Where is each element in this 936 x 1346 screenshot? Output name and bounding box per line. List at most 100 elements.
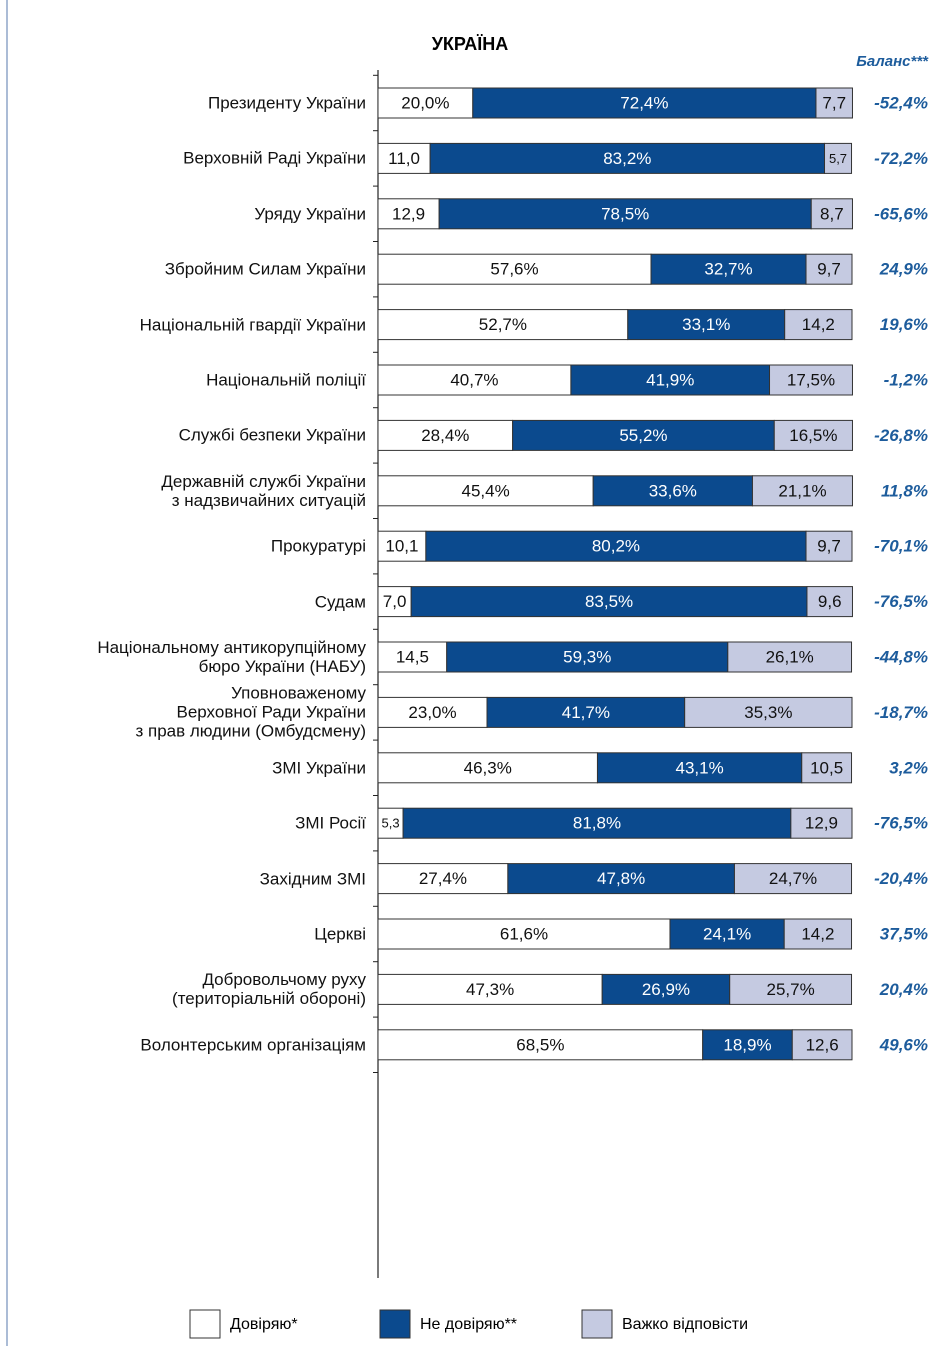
value-label: 25,7% — [767, 980, 815, 999]
balance-label: 11,8% — [881, 481, 928, 500]
balance-label: 49,6% — [879, 1035, 928, 1054]
bar-segment — [596, 752, 803, 784]
value-label: 33,1% — [682, 315, 730, 334]
bar-segment — [783, 918, 853, 950]
bar-segment — [377, 142, 431, 174]
value-label: 47,8% — [597, 869, 645, 888]
value-label: 57,6% — [490, 260, 538, 279]
balance-label: -26,8% — [874, 426, 928, 445]
category-label: Уряду України — [254, 204, 366, 224]
value-label: 20,0% — [401, 93, 449, 112]
balance-label: -20,4% — [874, 869, 928, 888]
bar-segment — [805, 530, 853, 562]
category-label: Збройним Силам України — [164, 259, 366, 279]
bar-segment — [402, 807, 792, 839]
balance-label: 24,9% — [879, 260, 928, 279]
value-label: 17,5% — [787, 370, 835, 389]
bar-segment — [377, 641, 448, 673]
bar-segment — [377, 918, 671, 950]
legend-label: Не довіряю** — [420, 1316, 517, 1333]
bar-segment — [810, 198, 853, 230]
balance-label: -76,5% — [874, 814, 928, 833]
bar-segment — [806, 586, 853, 618]
bar-segment — [727, 641, 853, 673]
category-label: Президенту України — [208, 93, 366, 113]
bar-segment — [377, 973, 603, 1005]
balance-label: 3,2% — [889, 758, 928, 777]
legend-label: Важко відповісти — [622, 1316, 748, 1333]
bar-segment — [791, 1029, 853, 1061]
value-label: 52,7% — [479, 315, 527, 334]
bar-segment — [805, 253, 853, 285]
category-label: Національній гвардії України — [139, 315, 366, 335]
balance-label: -72,2% — [874, 149, 928, 168]
bar-segment — [769, 364, 853, 396]
bar-segment — [377, 696, 488, 728]
category-label: Західним ЗМІ — [259, 869, 366, 889]
value-label: 61,6% — [500, 924, 548, 943]
bar-segment — [684, 696, 853, 728]
value-label: 41,7% — [562, 703, 610, 722]
bar-segment — [472, 87, 817, 119]
bar-segment — [702, 1029, 793, 1061]
frame — [6, 0, 8, 1346]
value-label: 26,1% — [766, 647, 814, 666]
category-label: Національному антикорупційному бюро Укра… — [97, 638, 366, 676]
value-label: 9,7 — [817, 260, 841, 279]
bar-segment — [377, 1029, 704, 1061]
value-label: 14,2 — [802, 315, 835, 334]
value-label: 80,2% — [592, 537, 640, 556]
value-label: 24,7% — [769, 869, 817, 888]
bar-segment — [377, 419, 514, 451]
bar-segment — [377, 87, 474, 119]
category-label: Службі безпеки України — [178, 425, 366, 445]
value-label: 59,3% — [563, 647, 611, 666]
balance-header: Баланс*** — [856, 53, 929, 70]
bar-segment — [377, 752, 598, 784]
bar-segment — [377, 863, 509, 895]
bar-segment — [377, 807, 404, 839]
value-label: 40,7% — [450, 370, 498, 389]
bar-segment — [733, 863, 853, 895]
value-label: 21,1% — [778, 481, 826, 500]
balance-label: 20,4% — [879, 980, 928, 999]
legend-swatch — [379, 1309, 411, 1339]
value-label: 9,7 — [817, 537, 841, 556]
category-label: Верховній Раді України — [183, 148, 366, 168]
value-label: 28,4% — [421, 426, 469, 445]
bar-segment — [729, 973, 853, 1005]
balance-label: -44,8% — [874, 647, 928, 666]
value-label: 12,9 — [392, 204, 425, 223]
bar-segment — [377, 253, 652, 285]
category-label: Церкві — [314, 924, 366, 944]
value-label: 12,9 — [805, 814, 838, 833]
value-label: 83,5% — [585, 592, 633, 611]
bar-segment — [650, 253, 807, 285]
value-label: 11,0 — [388, 149, 420, 168]
bar-segment — [486, 696, 686, 728]
category-label: Державній службі України з надзвичайних … — [161, 471, 366, 510]
category-label: Добровольчому руху (територіальній оборо… — [172, 970, 366, 1009]
value-label: 78,5% — [601, 204, 649, 223]
balance-label: -18,7% — [874, 703, 928, 722]
bar-segment — [570, 364, 771, 396]
value-label: 7,7 — [822, 93, 846, 112]
category-label: Уповноваженому Верховної Ради України з … — [135, 683, 367, 741]
category-label: Прокуратурі — [270, 536, 366, 556]
bar-segment — [824, 142, 853, 174]
category-label: Національній поліції — [206, 370, 366, 390]
bar-segment — [429, 142, 826, 174]
value-label: 27,4% — [419, 869, 467, 888]
value-label: 24,1% — [703, 924, 751, 943]
bar-segment — [815, 87, 853, 119]
bar-segment — [512, 419, 775, 451]
value-label: 26,9% — [642, 980, 690, 999]
balance-label: -52,4% — [874, 93, 928, 112]
value-label: 45,4% — [461, 481, 509, 500]
value-label: 41,9% — [646, 370, 694, 389]
bar-segment — [377, 530, 427, 562]
value-label: 10,1 — [385, 537, 418, 556]
value-label: 72,4% — [620, 93, 668, 112]
value-label: 14,2 — [801, 924, 834, 943]
